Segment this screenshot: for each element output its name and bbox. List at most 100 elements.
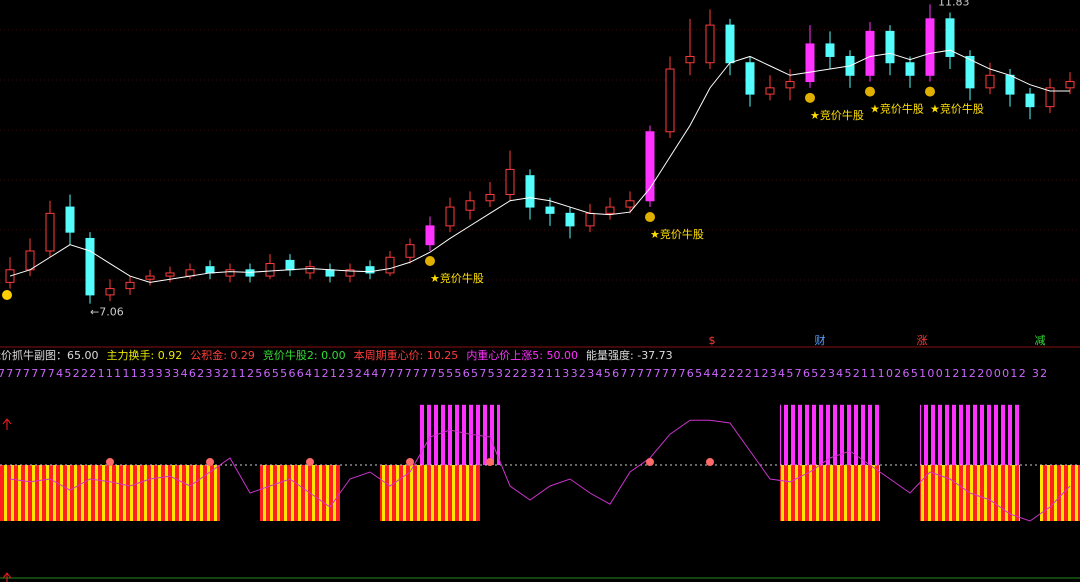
header-value: 10.25 [427, 349, 459, 362]
smiley-icon [2, 290, 12, 300]
lower-bar [80, 465, 100, 521]
candle-body [605, 206, 615, 214]
candle-body [245, 269, 255, 277]
header-label: 主力换手: [107, 348, 158, 362]
candle-body [585, 212, 595, 227]
event-marker: 涨 [917, 334, 928, 347]
candle-body [865, 30, 875, 76]
candle-body [885, 30, 895, 64]
lower-bar [820, 465, 840, 521]
event-marker: $ [709, 334, 716, 347]
coin-icon [805, 92, 815, 103]
upper-bar [820, 404, 840, 465]
candle-body [65, 206, 75, 233]
upper-bar [840, 404, 860, 465]
upper-bar [420, 404, 440, 465]
candle-body [1045, 87, 1055, 108]
candle-body [305, 266, 315, 274]
upper-bar [480, 404, 500, 465]
candle-body [1025, 93, 1035, 108]
header-label: 内重心价上涨5: [466, 348, 546, 362]
lower-bar [320, 465, 340, 521]
candle-body [25, 250, 35, 271]
candle-body [545, 206, 555, 214]
candle-body [985, 74, 995, 89]
candle-body [285, 259, 295, 271]
upper-bar [920, 404, 940, 465]
lower-bar [140, 465, 160, 521]
lower-bar [200, 465, 220, 521]
candle-body [485, 194, 495, 202]
candle-body [905, 62, 915, 76]
candle-body [565, 212, 575, 227]
lower-bar [40, 465, 60, 521]
candle-body [745, 62, 755, 95]
candle-body [625, 200, 635, 208]
candle-body [125, 281, 135, 290]
coin-icon [425, 255, 435, 266]
candle-body [205, 266, 215, 274]
header-value: 0.92 [158, 349, 183, 362]
upper-bar [460, 404, 480, 465]
ball-icon [106, 458, 114, 466]
up-arrow [2, 572, 12, 582]
candle-body [405, 244, 415, 258]
lower-bar [800, 465, 820, 521]
upper-bar [940, 404, 960, 465]
lower-bar [160, 465, 180, 521]
lower-bar [460, 465, 480, 521]
candle-body [45, 212, 55, 252]
lower-bar [440, 465, 460, 521]
coin-icon [865, 86, 875, 97]
lower-bar [780, 465, 800, 521]
lower-bar [20, 465, 40, 521]
candle-body [805, 43, 815, 83]
candle-body [105, 288, 115, 296]
lower-bar [120, 465, 140, 521]
signal-label: ★竞价牛股 [810, 108, 864, 122]
candle-body [1065, 81, 1075, 89]
candle-body [725, 24, 735, 64]
upper-bar [440, 404, 460, 465]
coin-icon [925, 86, 935, 97]
upper-bar [1000, 404, 1020, 465]
lower-bar [280, 465, 300, 521]
event-marker: 减 [1035, 334, 1046, 347]
candle-body [525, 175, 535, 208]
signal-digits: 7777777452221111133333462332112565566412… [0, 367, 1048, 380]
signal-label: ★竞价牛股 [430, 271, 484, 285]
candle-body [345, 269, 355, 277]
lower-bar [1040, 465, 1060, 521]
upper-bar [860, 404, 880, 465]
lower-bar [920, 465, 940, 521]
event-marker: 财 [815, 333, 826, 347]
lower-bar [940, 465, 960, 521]
candle-body [505, 168, 515, 196]
candle-body [365, 266, 375, 274]
lower-bar [420, 465, 440, 521]
upper-bar [980, 404, 1000, 465]
signal-label: ★竞价牛股 [650, 227, 704, 241]
lower-bar [1060, 465, 1080, 521]
candle-body [325, 269, 335, 277]
candle-body [265, 263, 275, 277]
upper-bar [780, 404, 800, 465]
candle-body [385, 256, 395, 274]
candle-body [465, 200, 475, 211]
upper-bar [960, 404, 980, 465]
lower-bar [60, 465, 80, 521]
candle-body [225, 269, 235, 277]
candle-body [785, 81, 795, 89]
lower-bar [860, 465, 880, 521]
header-value: -37.73 [637, 349, 672, 362]
candle-body [665, 68, 675, 133]
upper-bar [800, 404, 820, 465]
ma-line [9, 49, 1070, 283]
candle-body [945, 18, 955, 57]
signal-label: ★竞价牛股 [930, 102, 984, 116]
candle-body [825, 43, 835, 57]
indicator-line [9, 419, 1071, 522]
lower-bar [0, 465, 20, 521]
